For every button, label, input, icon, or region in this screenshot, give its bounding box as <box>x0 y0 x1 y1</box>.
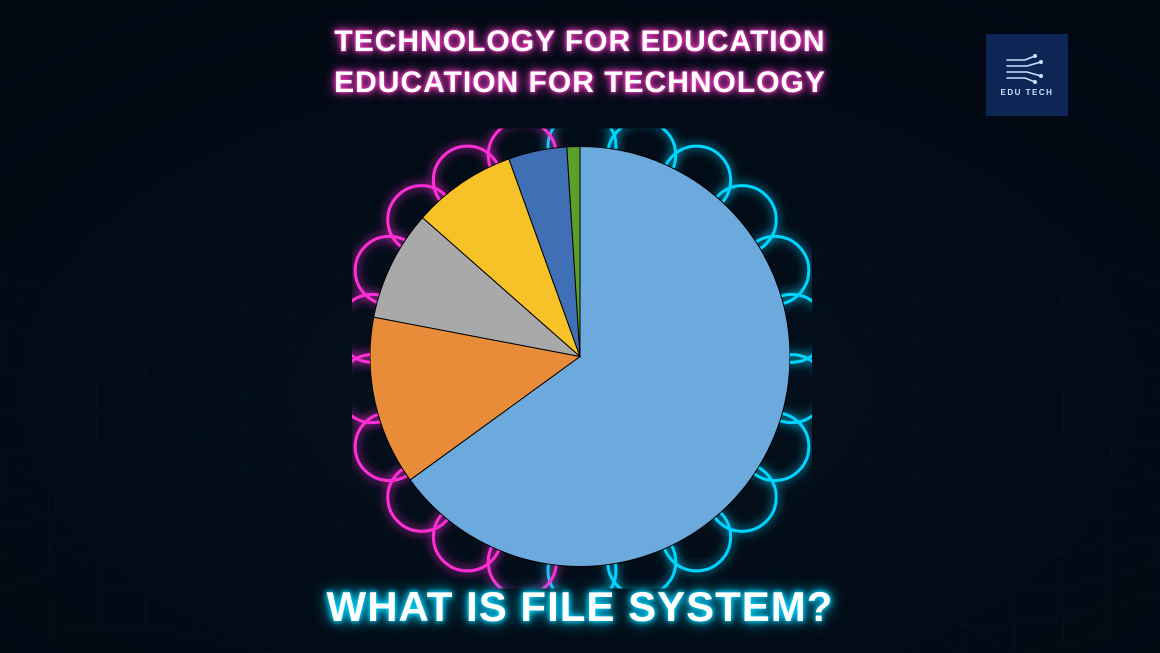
pie-chart-container <box>370 147 790 572</box>
logo-label: EDU TECH <box>1001 88 1054 97</box>
footer: WHAT IS FILE SYSTEM? <box>0 583 1160 631</box>
footer-title: WHAT IS FILE SYSTEM? <box>0 583 1160 631</box>
motion-lines-icon <box>1005 54 1049 84</box>
edu-tech-logo: EDU TECH <box>986 34 1068 116</box>
pie-chart <box>370 147 790 567</box>
